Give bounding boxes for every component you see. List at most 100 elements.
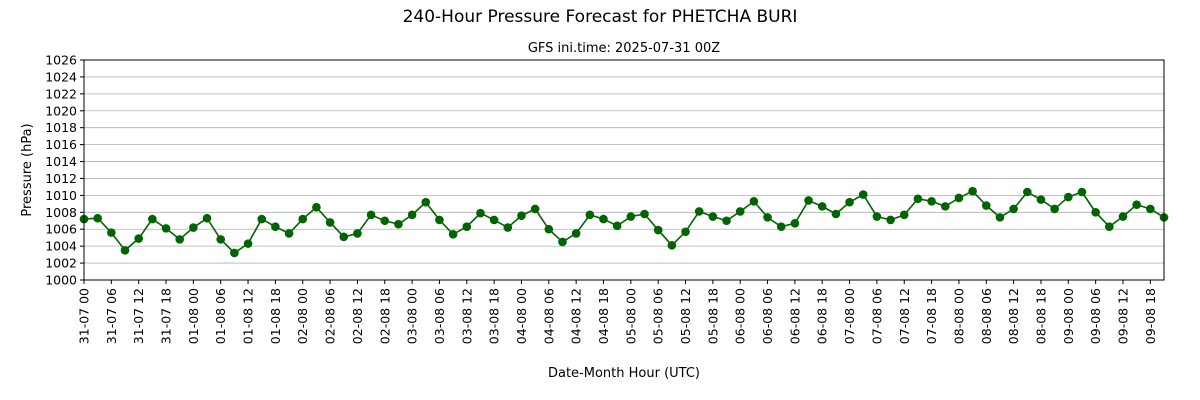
pressure-data-point: [571, 229, 581, 238]
pressure-data-point: [940, 202, 950, 211]
pressure-data-point: [585, 210, 595, 220]
y-axis-label: Pressure (hPa): [20, 123, 35, 216]
pressure-data-point: [612, 221, 622, 231]
x-tick-label: 05-08 18: [705, 288, 720, 344]
pressure-data-point: [776, 222, 786, 231]
x-tick-label: 01-08 12: [241, 288, 256, 344]
pressure-data-point: [1132, 200, 1141, 209]
x-tick-label: 06-08 12: [787, 288, 802, 344]
pressure-data-point: [394, 219, 403, 229]
y-tick-label: 1016: [45, 137, 77, 152]
x-tick-label: 31-07 18: [159, 288, 174, 344]
pressure-data-point: [120, 246, 130, 255]
pressure-data-point: [325, 218, 335, 227]
x-tick-label: 31-07 12: [131, 288, 146, 344]
pressure-data-point: [202, 213, 212, 223]
pressure-data-point: [804, 196, 813, 205]
x-tick-label: 07-08 12: [897, 288, 912, 344]
pressure-data-point: [462, 222, 472, 231]
x-tick-label: 07-08 18: [924, 288, 939, 344]
pressure-data-point: [913, 194, 923, 204]
pressure-data-point: [735, 207, 745, 216]
pressure-data-point: [407, 210, 417, 220]
pressure-data-point: [503, 223, 513, 232]
x-tick-label: 02-08 18: [377, 288, 392, 344]
pressure-data-point: [312, 202, 321, 212]
x-tick-label: 31-07 06: [104, 288, 119, 344]
x-tick-label: 02-08 12: [350, 288, 365, 344]
pressure-data-point: [845, 197, 854, 207]
y-tick-label: 1022: [45, 86, 77, 101]
axes: 1000 1002 1004 1006 1008 1010 1012 1014 1016 1018…: [45, 53, 1165, 344]
x-tick-label: 03-08 18: [487, 288, 502, 344]
pressure-data-point: [681, 227, 690, 237]
x-tick-label: 09-08 18: [1143, 288, 1158, 344]
x-tick-label: 07-08 06: [869, 288, 884, 344]
x-tick-label: 09-08 12: [1115, 288, 1130, 344]
pressure-data-point: [831, 209, 841, 219]
y-tick-label: 1010: [45, 188, 77, 203]
pressure-data-point: [640, 209, 649, 219]
pressure-data-point: [1050, 204, 1059, 214]
pressure-data-point: [790, 219, 800, 228]
pressure-data-point: [298, 214, 308, 224]
series-layer: [79, 186, 1169, 258]
pressure-data-point: [107, 228, 116, 237]
pressure-data-point: [339, 232, 349, 242]
pressure-data-point: [1064, 192, 1073, 202]
pressure-data-point: [530, 204, 540, 214]
x-tick-label: 05-08 00: [623, 288, 638, 344]
pressure-data-point: [380, 216, 390, 226]
x-tick-label: 03-08 00: [405, 288, 420, 344]
pressure-data-point: [995, 213, 1005, 222]
x-tick-label: 08-08 06: [979, 288, 994, 344]
pressure-data-point: [243, 239, 253, 248]
pressure-data-point: [284, 229, 294, 238]
pressure-data-point: [1146, 204, 1155, 214]
pressure-data-point: [599, 214, 608, 224]
y-tick-label: 1026: [45, 53, 77, 68]
pressure-data-point: [708, 212, 718, 221]
y-tick-label: 1006: [45, 222, 77, 237]
pressure-data-point: [653, 225, 663, 235]
x-tick-label: 03-08 12: [459, 288, 474, 344]
x-tick-label: 06-08 06: [760, 288, 775, 344]
pressure-data-point: [148, 214, 157, 224]
pressure-data-point: [476, 208, 485, 218]
y-tick-label: 1008: [45, 205, 77, 220]
pressure-data-point: [763, 213, 772, 222]
x-tick-label: 06-08 00: [733, 288, 748, 344]
x-tick-label: 09-08 06: [1088, 288, 1103, 344]
x-tick-label: 07-08 00: [842, 288, 857, 344]
pressure-data-point: [1009, 204, 1018, 214]
x-tick-label: 09-08 00: [1061, 288, 1076, 344]
pressure-data-point: [93, 213, 102, 223]
pressure-data-point: [858, 190, 868, 199]
plot-frame: [83, 59, 1165, 281]
chart-title: 240-Hour Pressure Forecast for PHETCHA B…: [403, 7, 798, 27]
y-tick-label: 1002: [45, 256, 77, 271]
pressure-data-point: [421, 197, 431, 207]
pressure-data-point: [872, 212, 882, 221]
x-tick-label: 04-08 12: [569, 288, 584, 344]
y-tick-label: 1024: [45, 69, 77, 84]
x-tick-label: 02-08 00: [295, 288, 310, 344]
pressure-data-point: [954, 193, 964, 203]
pressure-data-point: [981, 201, 991, 210]
x-tick-label: 08-08 00: [951, 288, 966, 344]
pressure-data-point: [626, 212, 636, 221]
pressure-data-point: [216, 235, 226, 244]
pressure-data-point: [448, 230, 458, 239]
y-tick-label: 1004: [45, 239, 77, 254]
pressure-data-point: [1091, 208, 1100, 217]
pressure-data-point: [1077, 187, 1087, 197]
x-tick-label: 02-08 06: [323, 288, 338, 344]
pressure-data-point: [1036, 195, 1046, 204]
x-tick-label: 04-08 18: [596, 288, 611, 344]
pressure-data-point: [667, 241, 677, 250]
pressure-data-point: [489, 215, 499, 225]
pressure-data-point: [886, 215, 895, 225]
pressure-data-point: [435, 215, 444, 225]
pressure-data-point: [271, 222, 280, 231]
pressure-data-point: [366, 210, 376, 220]
